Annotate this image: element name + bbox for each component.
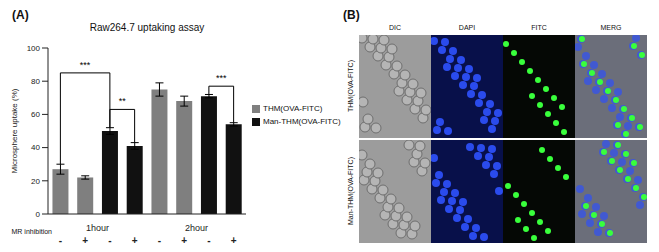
svg-text:-: - (108, 235, 111, 244)
svg-text:0: 0 (36, 210, 41, 219)
html-text:MR inhibition: MR inhibition (11, 228, 52, 235)
svg-text:***: *** (80, 60, 91, 70)
svg-text:60: 60 (31, 110, 40, 119)
svg-text:***: *** (216, 73, 227, 83)
html-text:DAPI: DAPI (458, 24, 476, 31)
svg-text:-: - (59, 235, 62, 244)
html-text:(B): (B) (343, 8, 360, 22)
svg-text:+: + (181, 235, 187, 244)
svg-text:80: 80 (31, 77, 40, 86)
svg-text:40: 40 (31, 143, 40, 152)
svg-text:+: + (82, 235, 88, 244)
svg-text:+: + (132, 235, 138, 244)
svg-text:**: ** (119, 96, 127, 106)
html-text:Man-THM(OVA-FITC): Man-THM(OVA-FITC) (263, 117, 341, 126)
html-text:THM(OVA-FITC): THM(OVA-FITC) (346, 60, 354, 112)
html-text:THM(OVA-FITC): THM(OVA-FITC) (263, 104, 323, 113)
html-text:MERG: MERG (600, 24, 622, 31)
html-text:Man-THM(OVA-FITC): Man-THM(OVA-FITC) (346, 157, 354, 225)
svg-text:20: 20 (31, 177, 40, 186)
html-text:Raw264.7 uptaking assay: Raw264.7 uptaking assay (89, 22, 205, 33)
svg-text:Microsphere uptake (%): Microsphere uptake (%) (10, 88, 19, 173)
svg-text:+: + (231, 235, 237, 244)
html-text:FITC: FITC (531, 24, 547, 31)
html-text:DIC: DIC (389, 24, 401, 31)
svg-text:-: - (158, 235, 161, 244)
svg-text:2hour: 2hour (185, 223, 208, 233)
svg-text:-: - (207, 235, 210, 244)
svg-text:1hour: 1hour (86, 223, 109, 233)
html-text:(A): (A) (12, 8, 29, 22)
svg-text:100: 100 (27, 44, 41, 53)
